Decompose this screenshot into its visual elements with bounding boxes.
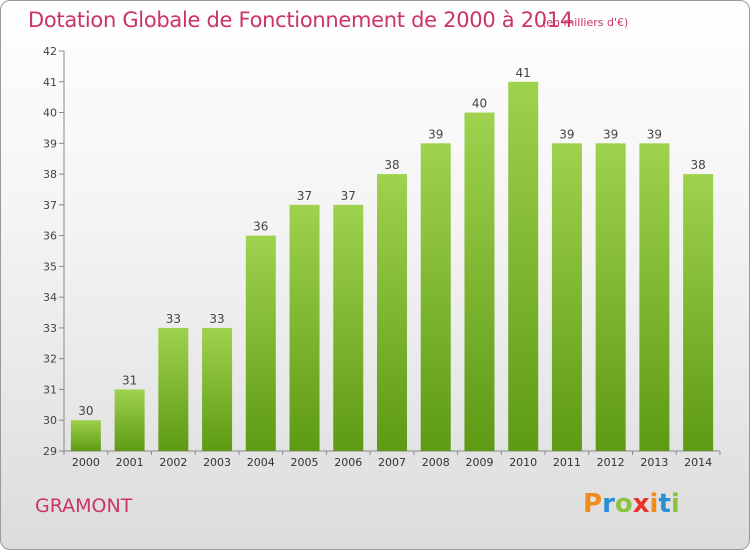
x-tick-label-2009: 2009 [465, 456, 493, 469]
x-tick-label-2012: 2012 [597, 456, 625, 469]
data-label-2005: 37 [297, 189, 312, 203]
logo-letter: i [670, 489, 680, 519]
bar-2012[interactable] [595, 143, 626, 452]
commune-name: GRAMONT [35, 495, 133, 517]
x-tick-label-2004: 2004 [247, 456, 275, 469]
bar-2001[interactable] [114, 389, 145, 451]
y-tick-label: 40 [43, 107, 57, 120]
bar-2010[interactable] [508, 81, 539, 452]
logo-letter: r [602, 489, 615, 519]
x-tick-label-2000: 2000 [72, 456, 100, 469]
y-tick-label: 29 [43, 445, 57, 458]
bar-2013[interactable] [639, 143, 670, 452]
x-tick-label-2006: 2006 [334, 456, 362, 469]
logo-letter: t [658, 489, 671, 519]
y-tick-label: 38 [43, 168, 57, 181]
x-tick-label-2014: 2014 [684, 456, 712, 469]
y-tick-label: 34 [43, 291, 57, 304]
data-label-2000: 30 [78, 404, 93, 418]
logo-letter: P [583, 489, 603, 519]
data-label-2004: 36 [253, 220, 268, 234]
data-label-2006: 37 [341, 189, 356, 203]
bar-2003[interactable] [202, 327, 233, 451]
y-tick-label: 31 [43, 383, 57, 396]
x-tick-label-2005: 2005 [291, 456, 319, 469]
x-tick-label-2008: 2008 [422, 456, 450, 469]
x-tick-label-2011: 2011 [553, 456, 581, 469]
x-tick-label-2001: 2001 [116, 456, 144, 469]
y-tick-label: 30 [43, 414, 57, 427]
chart-unit-note: (en milliers d'€) [542, 16, 629, 29]
data-label-2001: 31 [122, 373, 137, 387]
data-label-2013: 39 [647, 127, 662, 141]
bar-2008[interactable] [420, 143, 451, 452]
bar-2011[interactable] [551, 143, 582, 452]
data-label-2002: 33 [166, 312, 181, 326]
y-tick-label: 36 [43, 230, 57, 243]
y-tick-label: 42 [43, 45, 57, 58]
x-tick-label-2010: 2010 [509, 456, 537, 469]
data-label-2011: 39 [559, 127, 574, 141]
bar-2004[interactable] [245, 235, 276, 451]
logo-letter: i [649, 489, 659, 519]
x-tick-label-2003: 2003 [203, 456, 231, 469]
x-tick-label-2013: 2013 [640, 456, 668, 469]
bar-2009[interactable] [464, 112, 495, 452]
bar-2006[interactable] [333, 204, 364, 451]
y-tick-label: 35 [43, 260, 57, 273]
x-tick-label-2002: 2002 [159, 456, 187, 469]
logo-letter: x [632, 489, 650, 519]
bar-2002[interactable] [158, 327, 189, 451]
data-label-2014: 38 [690, 158, 705, 172]
y-tick-label: 32 [43, 353, 57, 366]
y-tick-label: 33 [43, 322, 57, 335]
chart-title: Dotation Globale de Fonctionnement de 20… [28, 8, 573, 32]
data-label-2012: 39 [603, 127, 618, 141]
y-tick-label: 41 [43, 76, 57, 89]
data-label-2009: 40 [472, 97, 487, 111]
bar-2000[interactable] [70, 420, 101, 451]
data-label-2003: 33 [209, 312, 224, 326]
bar-2014[interactable] [683, 174, 714, 452]
x-tick-label-2007: 2007 [378, 456, 406, 469]
bar-2007[interactable] [377, 174, 407, 452]
proxiti-logo[interactable]: Proxiti [583, 489, 680, 519]
data-label-2007: 38 [384, 158, 399, 172]
data-label-2010: 41 [516, 66, 531, 80]
y-tick-label: 39 [43, 137, 57, 150]
y-tick-label: 37 [43, 199, 57, 212]
logo-letter: o [614, 489, 633, 519]
bar-2005[interactable] [289, 204, 320, 451]
data-label-2008: 39 [428, 127, 443, 141]
